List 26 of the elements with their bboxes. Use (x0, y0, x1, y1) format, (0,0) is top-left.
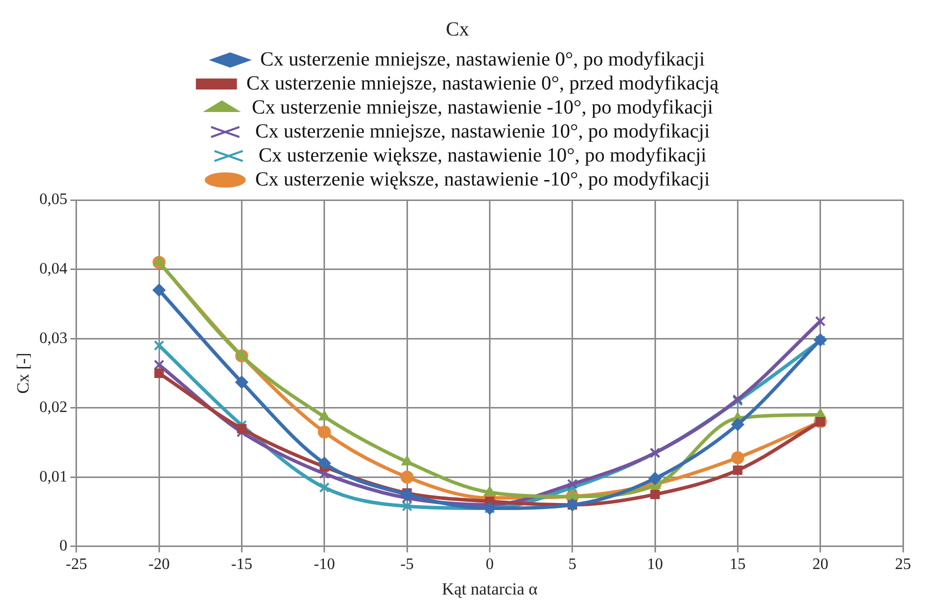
chart-title: Cx (446, 18, 470, 40)
x-tick-label: 0 (486, 556, 494, 574)
x-tick-label: 20 (812, 556, 828, 574)
x-tick-label: 10 (647, 556, 664, 574)
x-tick-label: 15 (730, 556, 746, 574)
legend-label: Cx usterzenie mniejsze, nastawienie 10°, po modyfikacji (255, 120, 710, 142)
y-tick-label: 0 (59, 538, 68, 555)
y-tick-label: 0,05 (39, 191, 68, 208)
y-tick-label: 0,04 (39, 260, 68, 278)
y-axis-title: Cx [-] (14, 352, 33, 394)
x-tick-label: 5 (568, 556, 576, 574)
y-tick-label: 0,03 (39, 330, 68, 347)
x-tick-label: -10 (314, 556, 336, 574)
x-tick-label: 25 (895, 556, 911, 574)
x-tick-label: -20 (148, 556, 170, 574)
legend-label: Cx usterzenie większe, nastawienie 10°, po modyfikacji (258, 144, 707, 166)
legend-label: Cx usterzenie mniejsze, nastawienie -10°, po modyfikacji (252, 96, 714, 118)
x-tick-label: -5 (400, 556, 414, 574)
x-tick-label: -15 (231, 556, 252, 574)
y-tick-label: 0,02 (39, 399, 68, 416)
legend-label: Cx usterzenie mniejsze, nastawienie 0°, po modyfikacji (260, 48, 706, 70)
legend-label: Cx usterzenie mniejsze, nastawienie 0°, przed modyfikacją (246, 72, 720, 94)
legend-label: Cx usterzenie większe, nastawienie -10°, po modyfikacji (255, 168, 710, 190)
y-tick-label: 0,01 (39, 468, 68, 486)
x-tick-label: -25 (66, 556, 88, 574)
x-axis-title: Kąt natarcia α (442, 579, 538, 598)
